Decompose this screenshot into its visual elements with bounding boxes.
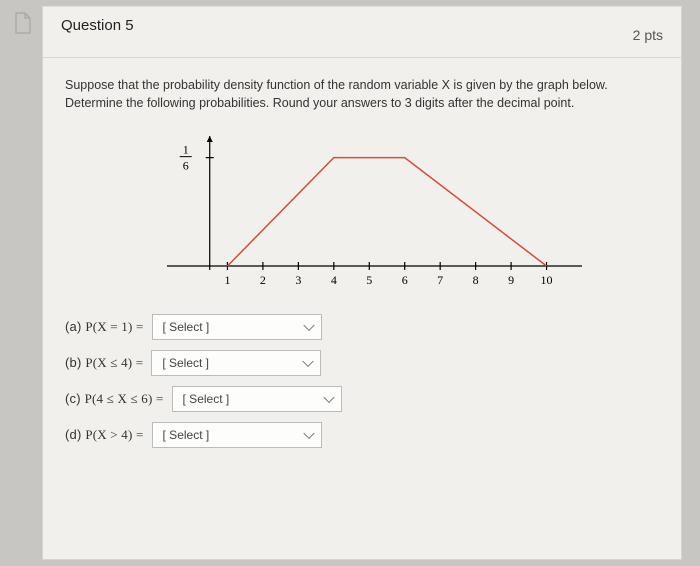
svg-text:2: 2 xyxy=(260,273,266,287)
question-title: Question 5 xyxy=(61,17,134,34)
answer-select-d[interactable]: [ Select ] xyxy=(152,422,322,448)
answer-select-a[interactable]: [ Select ] xyxy=(152,314,322,340)
svg-text:10: 10 xyxy=(541,273,553,287)
answer-label-b: (b) P(X ≤ 4) = xyxy=(65,355,143,371)
question-body: Suppose that the probability density fun… xyxy=(43,58,681,468)
answer-label-a: (a) P(X = 1) = xyxy=(65,319,144,335)
answer-row-b: (b) P(X ≤ 4) = [ Select ] xyxy=(65,350,659,376)
svg-text:4: 4 xyxy=(331,273,337,287)
answer-row-a: (a) P(X = 1) = [ Select ] xyxy=(65,314,659,340)
answer-select-c[interactable]: [ Select ] xyxy=(172,386,342,412)
svg-text:6: 6 xyxy=(183,159,189,173)
svg-text:1: 1 xyxy=(183,143,189,157)
answer-select-b[interactable]: [ Select ] xyxy=(151,350,321,376)
question-header: Question 5 2 pts xyxy=(43,7,681,58)
answer-row-d: (d) P(X > 4) = [ Select ] xyxy=(65,422,659,448)
svg-text:6: 6 xyxy=(402,273,408,287)
prompt-line-1: Suppose that the probability density fun… xyxy=(65,76,659,94)
svg-text:3: 3 xyxy=(295,273,301,287)
svg-text:5: 5 xyxy=(366,273,372,287)
svg-text:7: 7 xyxy=(437,273,443,287)
pdf-chart: 1 6 1 2 3 4 5 6 7 8 9 10 xyxy=(132,126,592,296)
answer-label-d: (d) P(X > 4) = xyxy=(65,427,144,443)
svg-text:8: 8 xyxy=(473,273,479,287)
answers-block: (a) P(X = 1) = [ Select ] (b) P(X ≤ 4) =… xyxy=(65,314,659,448)
answer-row-c: (c) P(4 ≤ X ≤ 6) = [ Select ] xyxy=(65,386,659,412)
prompt-line-2: Determine the following probabilities. R… xyxy=(65,94,659,112)
question-points: 2 pts xyxy=(633,27,663,43)
svg-text:1: 1 xyxy=(224,273,230,287)
answer-label-c: (c) P(4 ≤ X ≤ 6) = xyxy=(65,391,164,407)
svg-text:9: 9 xyxy=(508,273,514,287)
page-icon xyxy=(14,12,32,34)
question-card: Question 5 2 pts Suppose that the probab… xyxy=(42,6,682,560)
